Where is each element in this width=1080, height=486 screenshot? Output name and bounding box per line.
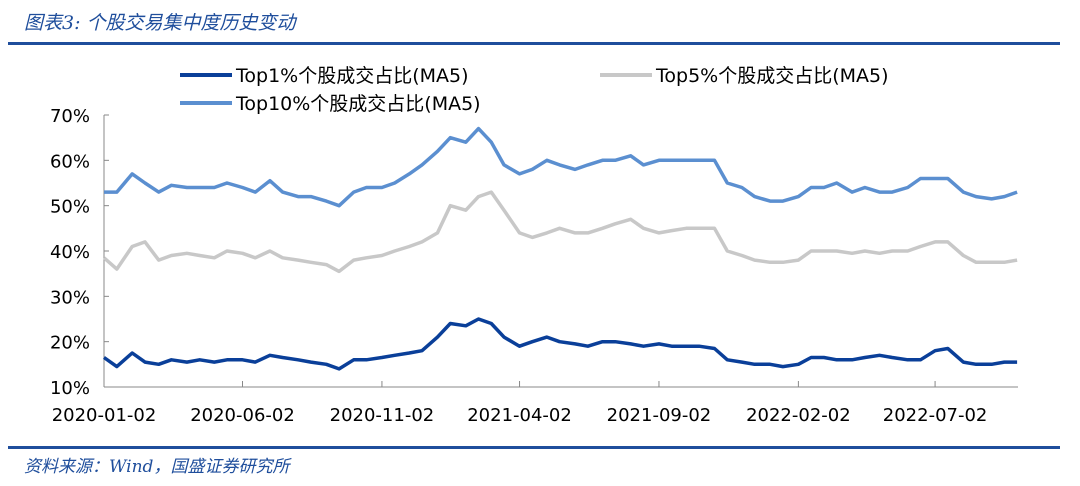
y-tick-label: 20% xyxy=(50,333,90,354)
x-tick-label: 2022-07-02 xyxy=(883,405,988,426)
x-tick-label: 2022-02-02 xyxy=(746,405,851,426)
x-tick-label: 2021-04-02 xyxy=(467,405,572,426)
legend-label: Top10%个股成交占比(MA5) xyxy=(235,93,481,115)
x-tick-label: 2021-09-02 xyxy=(607,405,712,426)
series-line-top10 xyxy=(104,126,1018,208)
y-tick-label: 60% xyxy=(50,151,90,172)
figure-title: 图表3: 个股交易集中度历史变动 xyxy=(24,12,296,34)
source-note: 资料来源：Wind，国盛证券研究所 xyxy=(24,457,290,477)
y-tick-label: 70% xyxy=(50,106,90,127)
y-tick-label: 50% xyxy=(50,197,90,218)
y-tick-label: 30% xyxy=(50,287,90,308)
x-tick-label: 2020-01-02 xyxy=(52,405,157,426)
x-tick-label: 2020-11-02 xyxy=(330,405,435,426)
y-tick-label: 40% xyxy=(50,242,90,263)
legend-label: Top1%个股成交占比(MA5) xyxy=(235,65,469,87)
x-tick-label: 2020-06-02 xyxy=(190,405,295,426)
footer-divider xyxy=(8,446,1060,449)
series-line-top5 xyxy=(102,190,1018,274)
title-divider xyxy=(8,42,1060,45)
y-tick-label: 10% xyxy=(50,378,90,399)
legend-label: Top5%个股成交占比(MA5) xyxy=(655,65,889,87)
series-line-top1 xyxy=(102,317,1018,371)
